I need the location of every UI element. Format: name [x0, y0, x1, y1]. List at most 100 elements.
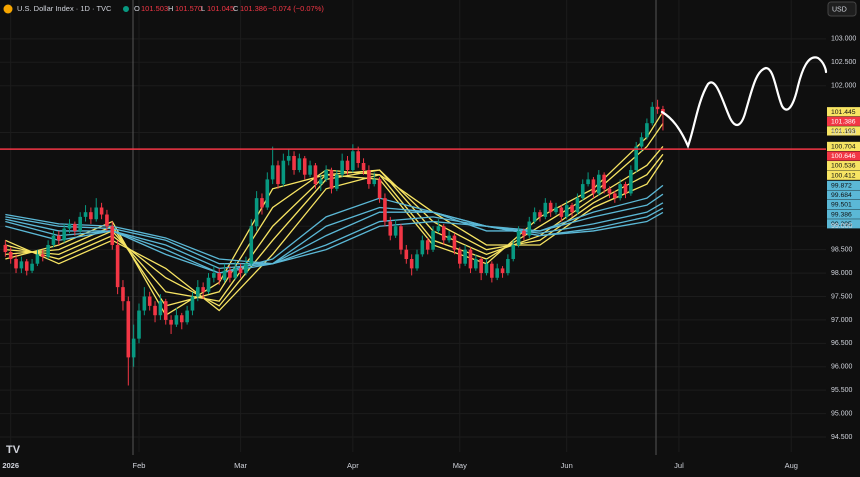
price-label: 99.684 [831, 192, 852, 199]
candle-body [447, 235, 451, 241]
candle-body [404, 249, 409, 260]
candle-body [244, 263, 248, 274]
candle-body [345, 160, 350, 171]
candle-body [163, 301, 168, 320]
candle-body [62, 228, 66, 241]
candle-body [179, 315, 184, 323]
candle-body [292, 155, 296, 171]
ohlc-value: 101.045 [207, 4, 234, 13]
candle-body [351, 151, 355, 171]
candle-body [147, 296, 152, 306]
ohlc-label: C [233, 4, 239, 13]
price-label-bg [827, 107, 860, 117]
candle-body [201, 287, 205, 292]
candle-body [527, 221, 532, 236]
candle-body [51, 235, 56, 245]
price-label: 100.412 [831, 172, 856, 179]
currency[interactable]: USD [832, 6, 847, 13]
y-tick-label: 96.500 [831, 340, 853, 347]
candle-body [286, 155, 291, 161]
candle-body [506, 259, 510, 274]
candle-body [629, 170, 633, 194]
candle-body [479, 259, 483, 274]
candle-body [356, 151, 361, 164]
candle-body [115, 244, 120, 288]
candle-body [89, 212, 93, 220]
ohlc-label: L [201, 4, 205, 13]
candle-body [570, 205, 574, 213]
candle-body [131, 338, 136, 358]
candle-body [30, 263, 34, 271]
price-label-bg [827, 141, 860, 152]
x-tick-label: Aug [785, 461, 798, 470]
price-label: 99.501 [831, 202, 852, 209]
candle-body [607, 188, 612, 194]
candle-body [196, 287, 200, 297]
price-label: 101.193 [831, 128, 856, 135]
ohlc-value: 101.570 [175, 4, 202, 13]
candle-body [377, 179, 382, 199]
candle-body [212, 273, 216, 278]
candle-body [388, 221, 393, 236]
price-label-bg [827, 190, 860, 200]
candle-body [222, 270, 227, 281]
logo: TV [6, 444, 21, 456]
candle-body [297, 158, 302, 171]
x-tick-label: Jun [561, 461, 573, 470]
candle-body [393, 226, 398, 236]
candle-body [190, 296, 195, 311]
x-tick-label: Feb [133, 461, 146, 470]
moving-average [5, 145, 664, 302]
y-tick-label: 101.000 [831, 129, 856, 136]
price-label-bg [827, 209, 860, 219]
candle-body [559, 207, 564, 217]
price-label-bg [827, 126, 860, 136]
candle-body [67, 223, 72, 229]
candle-body [602, 174, 606, 189]
status-dot [123, 6, 129, 12]
candle-body [126, 301, 131, 358]
moving-average [5, 202, 664, 270]
candle-body [409, 259, 414, 269]
candle-body [591, 179, 596, 194]
candle-body [249, 226, 254, 264]
candle-body [425, 240, 430, 250]
candle-body [270, 165, 275, 180]
y-tick-label: 97.500 [831, 293, 853, 300]
candle-body [14, 259, 18, 269]
symbol-icon [3, 4, 13, 14]
candle-body [383, 198, 387, 222]
candle-body [367, 170, 371, 185]
plot-area [0, 99, 826, 386]
x-tick-label: Mar [234, 461, 247, 470]
candle-body [308, 165, 312, 175]
x-tick-label: 2026 [2, 461, 19, 470]
candle-body [431, 230, 435, 250]
y-tick-label: 102.500 [831, 59, 856, 66]
candle-body [420, 240, 425, 255]
candle-body [532, 212, 537, 222]
moving-average [5, 207, 664, 265]
currency-button[interactable] [827, 1, 857, 17]
ohlc-value: 101.503 [141, 4, 168, 13]
price-label: 99.386 [831, 211, 852, 218]
candle-body [634, 146, 639, 171]
candle-body [436, 226, 441, 231]
candle-body [650, 106, 655, 124]
price-label: 100.536 [831, 163, 856, 170]
candle-body [73, 223, 77, 231]
candle-body [457, 249, 462, 264]
price-label-bg [827, 161, 860, 171]
y-tick-label: 99.000 [831, 223, 853, 230]
candle-body [516, 230, 521, 245]
candle-body [564, 205, 569, 217]
candle-body [613, 193, 617, 199]
price-label: 101.445 [831, 109, 856, 116]
candle-body [495, 268, 500, 278]
candle-body [40, 254, 45, 257]
candle-body [399, 226, 403, 250]
y-tick-label: 95.500 [831, 387, 853, 394]
candle-body [645, 123, 649, 138]
x-tick-label: Apr [347, 461, 359, 470]
